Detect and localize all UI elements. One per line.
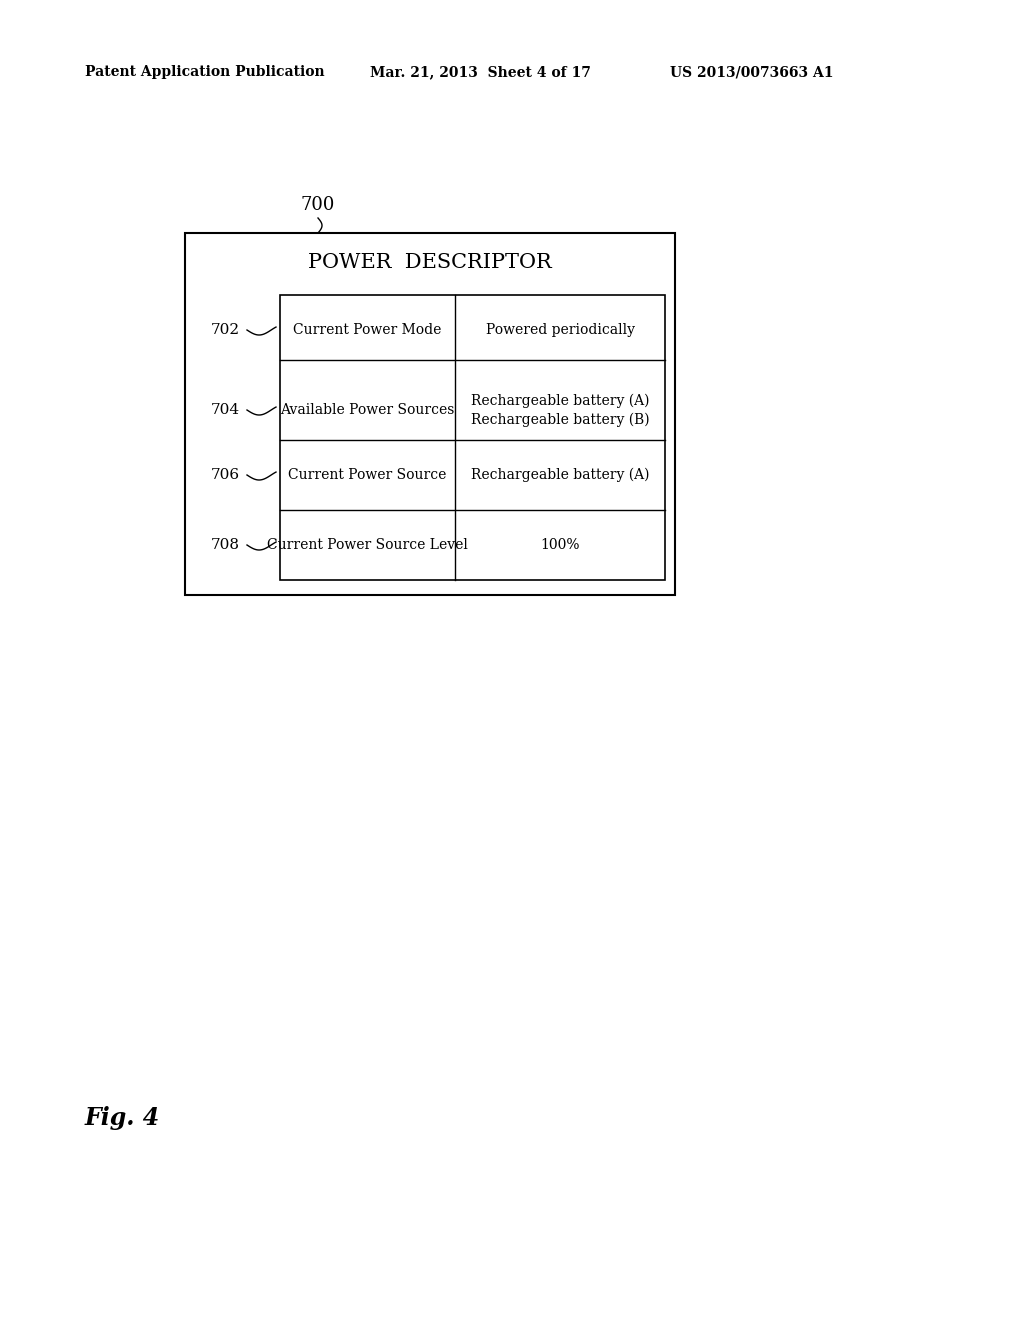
- Text: Patent Application Publication: Patent Application Publication: [85, 65, 325, 79]
- Text: 700: 700: [301, 195, 335, 214]
- Bar: [185, 234, 675, 595]
- Text: 706: 706: [211, 469, 240, 482]
- Text: 100%: 100%: [541, 539, 580, 552]
- Text: 704: 704: [211, 403, 240, 417]
- Text: Current Power Source: Current Power Source: [289, 469, 446, 482]
- Text: Rechargeable battery (A)
Rechargeable battery (B): Rechargeable battery (A) Rechargeable ba…: [471, 393, 649, 426]
- Text: 702: 702: [211, 323, 240, 337]
- Text: Fig. 4: Fig. 4: [85, 1106, 160, 1130]
- Text: POWER  DESCRIPTOR: POWER DESCRIPTOR: [308, 252, 552, 272]
- Bar: [280, 294, 665, 579]
- Text: US 2013/0073663 A1: US 2013/0073663 A1: [670, 65, 834, 79]
- Text: Available Power Sources: Available Power Sources: [281, 403, 455, 417]
- Text: Rechargeable battery (A): Rechargeable battery (A): [471, 467, 649, 482]
- Text: Mar. 21, 2013  Sheet 4 of 17: Mar. 21, 2013 Sheet 4 of 17: [370, 65, 591, 79]
- Text: Powered periodically: Powered periodically: [485, 323, 635, 337]
- Text: 708: 708: [211, 539, 240, 552]
- Text: Current Power Mode: Current Power Mode: [293, 323, 441, 337]
- Text: Current Power Source Level: Current Power Source Level: [267, 539, 468, 552]
